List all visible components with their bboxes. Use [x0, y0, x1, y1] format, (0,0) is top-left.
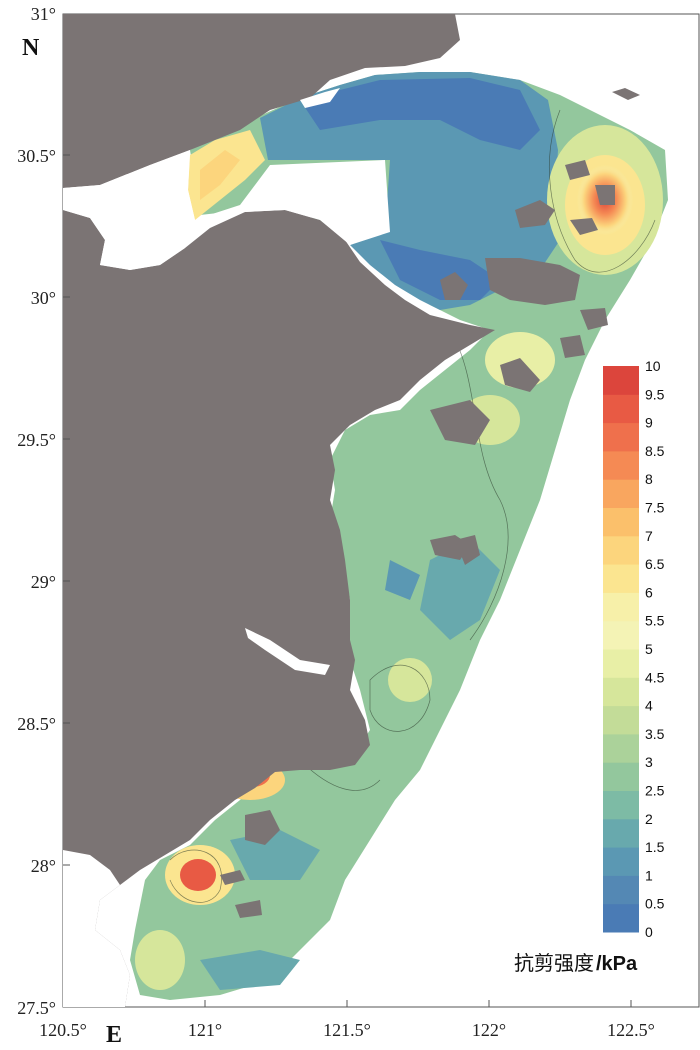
- legend-level-label: 4: [645, 698, 653, 714]
- legend-level-label: 4.5: [645, 669, 665, 685]
- legend-level-label: 9: [645, 415, 653, 431]
- legend-swatch: [603, 479, 639, 508]
- legend-level-label: 5.5: [645, 613, 665, 629]
- color-legend: 0 0.5 1 1.5 2 2.5 3 3.5 4 4.5 5 5.5 6 6.5 7 7.5 8 8.5 9 9.5…: [603, 358, 665, 940]
- legend-swatch: [603, 592, 639, 622]
- longitude-axis: 120.5° 121° 121.5° 122° 122.5°: [39, 1020, 655, 1040]
- lon-tick: 121°: [188, 1020, 222, 1040]
- legend-swatch: [603, 847, 639, 876]
- legend-swatch: [603, 422, 639, 452]
- legend-unit: /kPa: [596, 953, 638, 975]
- east-label: E: [106, 1022, 122, 1048]
- legend-level-label: 7.5: [645, 500, 665, 516]
- legend-level-label: 3: [645, 754, 653, 770]
- legend-swatch: [603, 818, 639, 848]
- lon-tick: 121.5°: [323, 1020, 371, 1040]
- legend-level-label: 0: [645, 924, 653, 940]
- land-masses: [63, 14, 640, 1007]
- lat-tick: 28°: [31, 856, 56, 876]
- legend-level-label: 9.5: [645, 386, 665, 402]
- legend-level-label: 6: [645, 584, 653, 600]
- latitude-axis: 31° 30.5° 30° 29.5° 29° 28.5° 28° 27.5°: [17, 4, 632, 1018]
- lat-tick: 30°: [31, 288, 56, 308]
- lat-tick: 28.5°: [17, 714, 56, 734]
- legend-level-label: 0.5: [645, 896, 665, 912]
- legend-swatch: [603, 394, 639, 424]
- legend-swatch: [603, 677, 639, 707]
- lat-tick: 27.5°: [17, 998, 56, 1018]
- legend-level-label: 10: [645, 358, 661, 374]
- legend-swatch: [603, 620, 639, 650]
- legend-level-label: 5: [645, 641, 653, 657]
- legend-swatch: [603, 903, 639, 933]
- legend-level-label: 2.5: [645, 783, 665, 799]
- lat-tick: 29.5°: [17, 430, 56, 450]
- legend-swatch: [603, 366, 639, 395]
- legend-level-label: 8.5: [645, 443, 665, 459]
- legend-swatch: [603, 762, 639, 791]
- legend-swatch: [603, 705, 639, 735]
- legend-level-label: 8: [645, 471, 653, 487]
- legend-swatch: [603, 733, 639, 763]
- legend-level-label: 3.5: [645, 726, 665, 742]
- lon-tick: 122.5°: [607, 1020, 655, 1040]
- legend-swatch: [603, 507, 639, 537]
- legend-level-label: 2: [645, 811, 653, 827]
- legend-level-label: 1.5: [645, 839, 665, 855]
- lon-tick: 122°: [472, 1020, 506, 1040]
- north-label: N: [22, 35, 40, 61]
- sea-data-region: [130, 72, 668, 1000]
- legend-title: 抗剪强度: [514, 951, 594, 975]
- lon-tick: 120.5°: [39, 1020, 87, 1040]
- legend-swatch: [603, 649, 639, 678]
- water-areas: [63, 88, 390, 1007]
- legend-swatch: [603, 790, 639, 820]
- lat-tick: 30.5°: [17, 146, 56, 166]
- lat-tick: 29°: [31, 572, 56, 592]
- lat-tick: 31°: [31, 4, 56, 24]
- legend-swatch: [603, 564, 639, 593]
- legend-swatch: [603, 875, 639, 905]
- legend-swatch: [603, 535, 639, 565]
- legend-level-label: 6.5: [645, 556, 665, 572]
- legend-level-label: 7: [645, 528, 653, 544]
- legend-swatch: [603, 450, 639, 480]
- legend-level-label: 1: [645, 867, 653, 883]
- contour-lines: [169, 109, 656, 903]
